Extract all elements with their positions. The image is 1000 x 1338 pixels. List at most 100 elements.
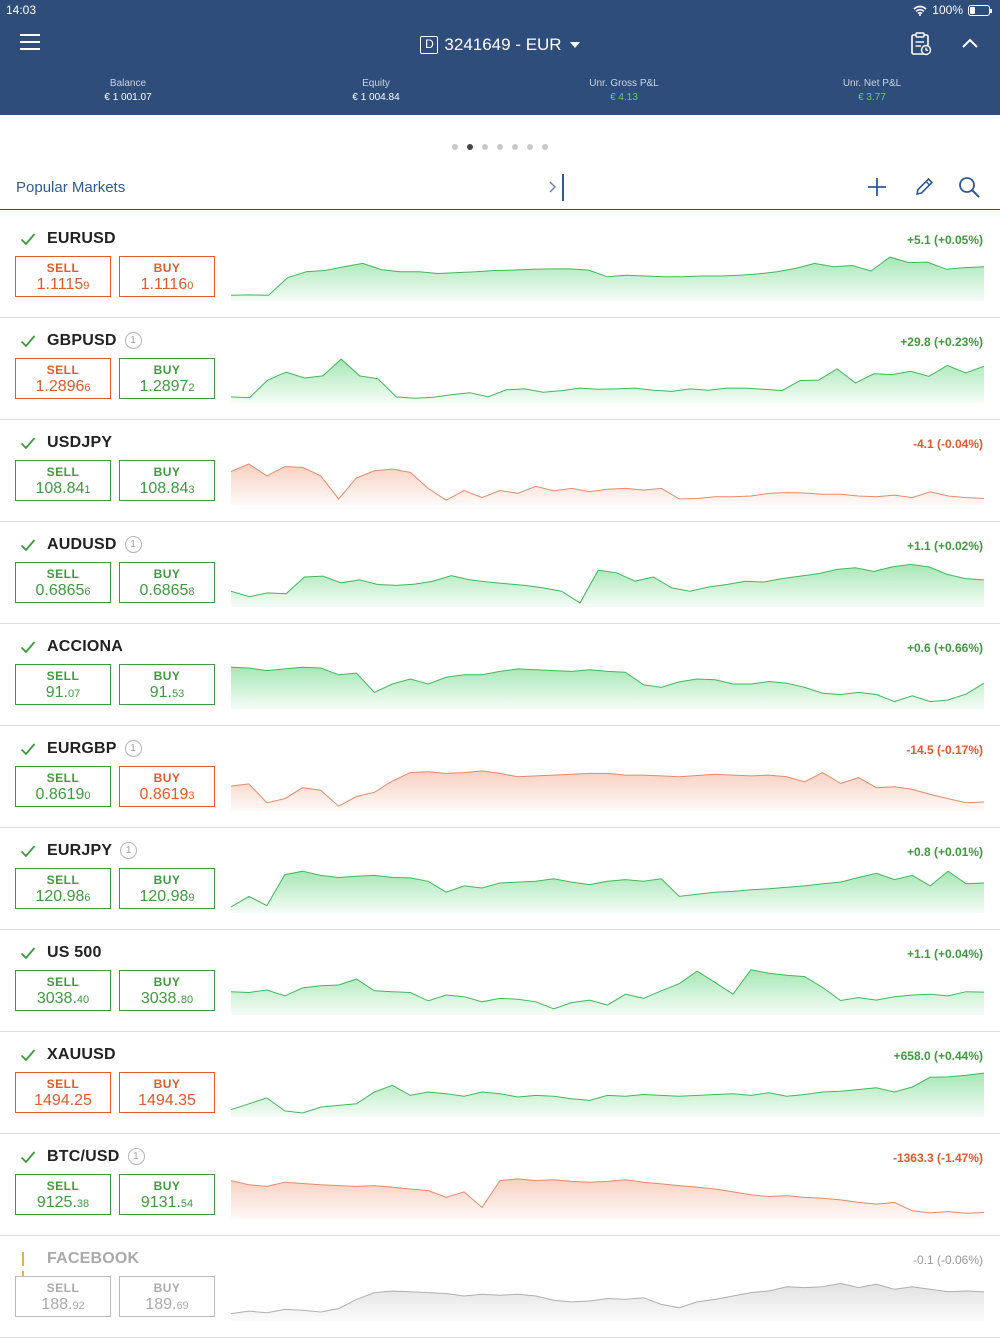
sparkline-line (231, 870, 984, 908)
price-change: +0.8 (+0.01%) (906, 845, 983, 859)
market-symbol[interactable]: FACEBOOK (47, 1250, 139, 1268)
buy-button[interactable]: BUY 91.53 (119, 664, 215, 705)
market-symbol[interactable]: AUDUSD 1 (47, 536, 142, 554)
price-pip: 3 (188, 790, 195, 802)
market-row[interactable]: BTC/USD 1 -1363.3 (-1.47%) SELL 9125.38 BUY 91… (0, 1134, 1000, 1236)
symbol-text: FACEBOOK (47, 1250, 140, 1267)
account-selector[interactable]: D 3241649 - EUR (420, 35, 580, 55)
price-main: 108.84 (139, 480, 189, 497)
market-row[interactable]: FACEBOOK -0.1 (-0.06%) SELL 188.92 BUY 189.69 (0, 1236, 1000, 1338)
market-row[interactable]: AUDUSD 1 +1.1 (+0.02%) SELL 0.68656 BUY 0.6865… (0, 522, 1000, 624)
page-dot[interactable] (527, 144, 533, 150)
sell-button[interactable]: SELL 108.841 (15, 460, 111, 501)
sell-button[interactable]: SELL 1.11159 (15, 256, 111, 297)
price-pip: 6 (84, 586, 91, 598)
buy-label: BUY (153, 975, 181, 989)
buy-button[interactable]: BUY 9131.54 (119, 1174, 215, 1215)
sparkline-area (231, 770, 984, 811)
market-row[interactable]: ACCIONA +0.6 (+0.66%) SELL 91.07 BUY 91.53 (0, 624, 1000, 726)
chevron-up-icon[interactable] (961, 36, 979, 50)
buy-button[interactable]: BUY 0.86193 (119, 766, 215, 807)
buy-button[interactable]: BUY 3038.80 (119, 970, 215, 1011)
market-symbol[interactable]: US 500 (47, 944, 102, 962)
stat-value: € 1 004.84 (352, 92, 400, 103)
market-row[interactable]: XAUUSD +658.0 (+0.44%) SELL 1494.25 BUY 1494.… (0, 1032, 1000, 1134)
sell-button[interactable]: SELL 9125.38 (15, 1174, 111, 1215)
edit-icon[interactable] (913, 176, 935, 198)
stat-value: € 3.77 (858, 92, 886, 103)
sell-button[interactable]: SELL 188.92 (15, 1276, 111, 1317)
account-label: 3241649 - EUR (444, 35, 562, 54)
price-main: 3038. (140, 990, 181, 1007)
symbol-text: GBPUSD (47, 332, 117, 349)
market-symbol[interactable]: BTC/USD 1 (47, 1148, 145, 1166)
chevron-right-icon[interactable] (547, 181, 557, 193)
market-row[interactable]: EURJPY 1 +0.8 (+0.01%) SELL 120.986 BUY 120.98… (0, 828, 1000, 930)
sell-label: SELL (46, 669, 80, 683)
market-row[interactable]: EURGBP 1 -14.5 (-0.17%) SELL 0.86190 BUY 0.861… (0, 726, 1000, 828)
sell-price: 120.986 (16, 888, 110, 906)
price-pip: 8 (188, 586, 195, 598)
stat-value: € 1 001.07 (104, 92, 152, 103)
sparkline-area (231, 564, 984, 607)
market-row[interactable]: US 500 +1.1 (+0.04%) SELL 3038.40 BUY 3038.80 (0, 930, 1000, 1032)
page-dot[interactable] (497, 144, 503, 150)
search-icon[interactable] (958, 176, 980, 198)
buy-button[interactable]: BUY 1.11160 (119, 256, 215, 297)
sell-button[interactable]: SELL 1.28966 (15, 358, 111, 399)
market-symbol[interactable]: XAUUSD (47, 1046, 116, 1064)
sparkline-line (231, 666, 984, 703)
buy-button[interactable]: BUY 1494.35 (119, 1072, 215, 1113)
page-dot[interactable] (542, 144, 548, 150)
buy-button[interactable]: BUY 0.68658 (119, 562, 215, 603)
market-row[interactable]: EURUSD +5.1 (+0.05%) SELL 1.11159 BUY 1.11160 (0, 216, 1000, 318)
sell-button[interactable]: SELL 3038.40 (15, 970, 111, 1011)
symbol-text: XAUUSD (47, 1046, 116, 1063)
sell-button[interactable]: SELL 120.986 (15, 868, 111, 909)
sell-label: SELL (46, 465, 80, 479)
sparkline-chart (231, 870, 984, 913)
buy-button[interactable]: BUY 120.989 (119, 868, 215, 909)
page-dot[interactable] (512, 144, 518, 150)
price-pip: 38 (76, 1198, 90, 1210)
market-symbol[interactable]: GBPUSD 1 (47, 332, 142, 350)
buy-button[interactable]: BUY 189.69 (119, 1276, 215, 1317)
sparkline-area (231, 257, 984, 301)
menu-button[interactable] (20, 34, 40, 52)
buy-price: 1.28972 (120, 378, 214, 396)
sparkline-line (231, 1072, 984, 1114)
buy-button[interactable]: BUY 108.843 (119, 460, 215, 501)
buy-button[interactable]: BUY 1.28972 (119, 358, 215, 399)
price-main: 0.8619 (35, 786, 85, 803)
page-dot[interactable] (467, 144, 473, 150)
sparkline-area (231, 871, 984, 913)
price-change: -1363.3 (-1.47%) (892, 1151, 983, 1165)
page-dot[interactable] (482, 144, 488, 150)
check-icon (20, 1151, 36, 1164)
market-symbol[interactable]: USDJPY (47, 434, 112, 452)
add-icon[interactable] (866, 176, 888, 198)
sell-button[interactable]: SELL 1494.25 (15, 1072, 111, 1113)
buy-label: BUY (153, 1281, 181, 1295)
market-symbol[interactable]: EURUSD (47, 230, 116, 248)
markets-list: EURUSD +5.1 (+0.05%) SELL 1.11159 BUY 1.11160… (0, 216, 1000, 1338)
market-row[interactable]: USDJPY -4.1 (-0.04%) SELL 108.841 BUY 108.843 (0, 420, 1000, 522)
buy-label: BUY (153, 261, 181, 275)
sell-button[interactable]: SELL 0.68656 (15, 562, 111, 603)
sell-label: SELL (46, 1281, 80, 1295)
market-row[interactable]: GBPUSD 1 +29.8 (+0.23%) SELL 1.28966 BUY 1.289… (0, 318, 1000, 420)
stat-balance: Balance € 1 001.07 (28, 78, 228, 103)
sparkline-chart (231, 256, 984, 301)
buy-label: BUY (153, 669, 181, 683)
market-symbol[interactable]: EURJPY 1 (47, 842, 138, 860)
sell-button[interactable]: SELL 0.86190 (15, 766, 111, 807)
watchlist-title[interactable]: Popular Markets (16, 179, 126, 196)
clipboard-icon[interactable] (910, 32, 932, 56)
market-symbol[interactable]: ACCIONA (47, 638, 123, 656)
buy-label: BUY (153, 1179, 181, 1193)
market-symbol[interactable]: EURGBP 1 (47, 740, 142, 758)
sell-button[interactable]: SELL 91.07 (15, 664, 111, 705)
page-dot[interactable] (452, 144, 458, 150)
price-pip: 6 (84, 382, 91, 394)
price-main: 1.2896 (35, 378, 85, 395)
